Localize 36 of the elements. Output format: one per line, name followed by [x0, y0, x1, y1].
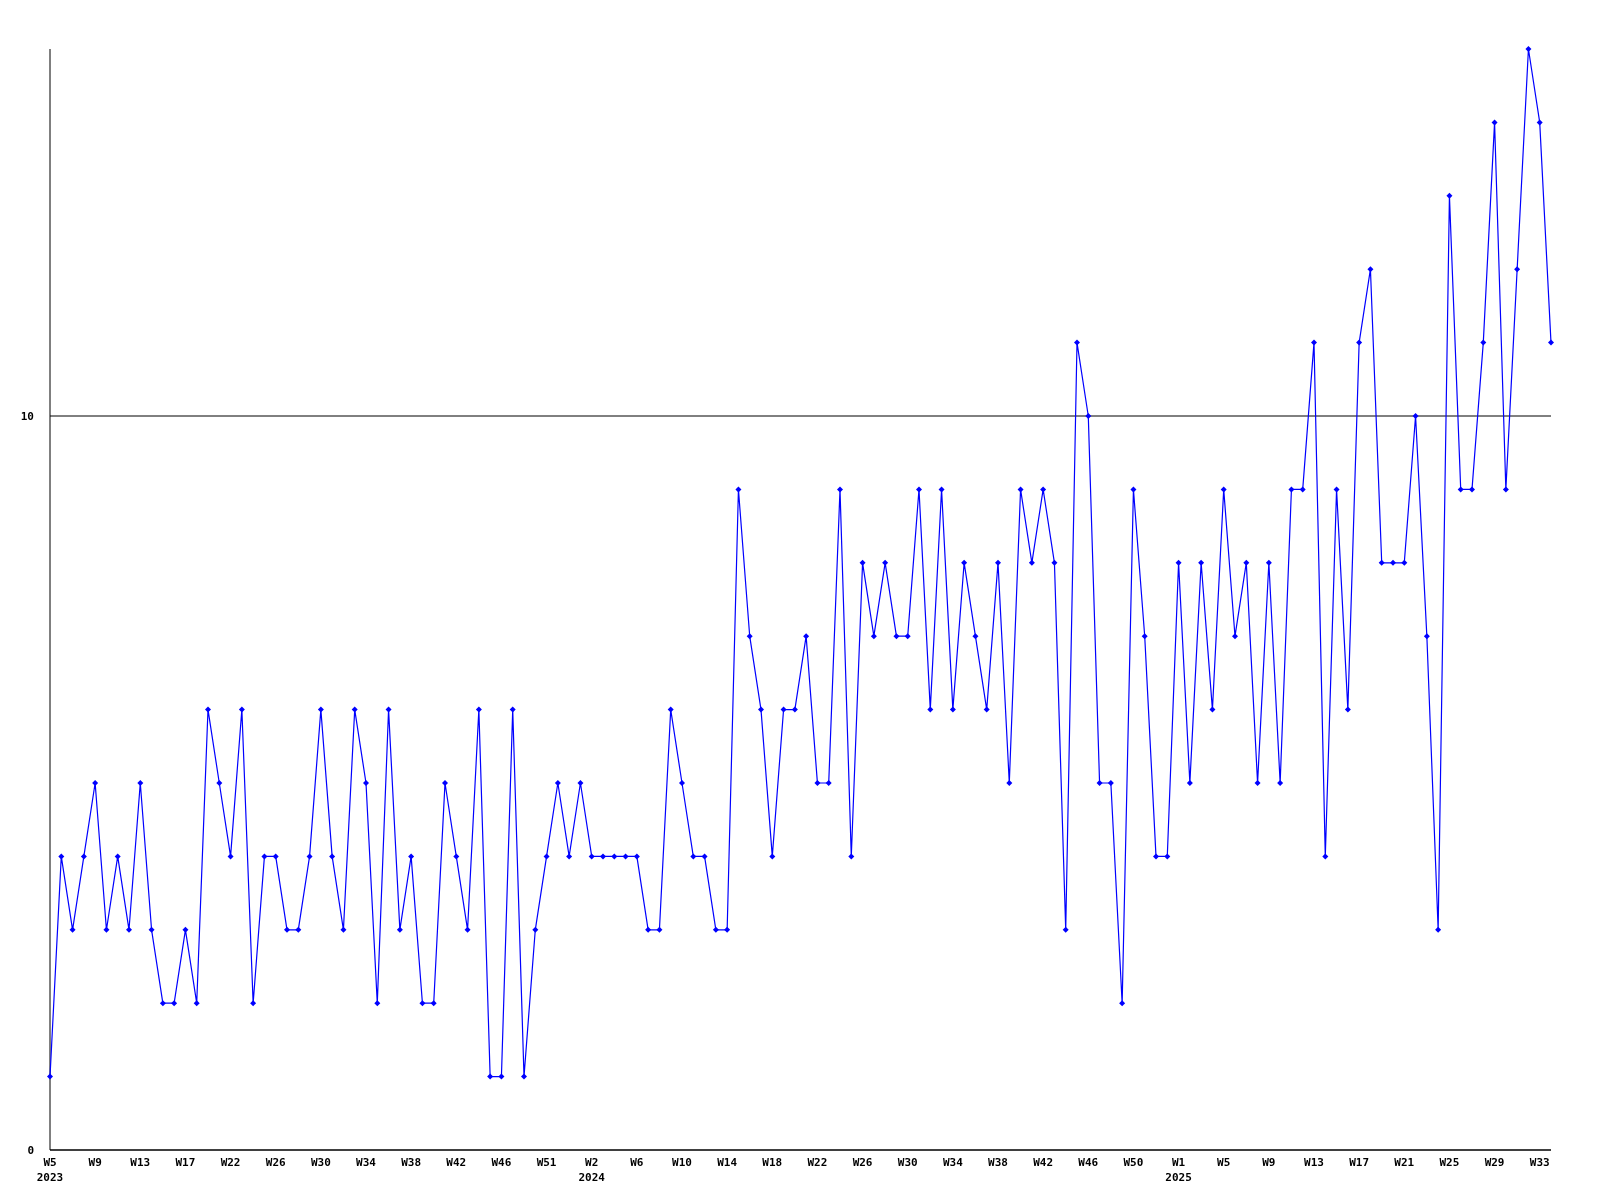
- x-tick-label: W30: [897, 1156, 918, 1169]
- x-tick-label: W50: [1123, 1156, 1144, 1169]
- x-tick-label: W51: [536, 1156, 557, 1169]
- x-tick-label: W21: [1394, 1156, 1415, 1169]
- x-tick-label: W17: [175, 1156, 196, 1169]
- x-tick-label: W10: [672, 1156, 692, 1169]
- x-tick-label: W13: [130, 1156, 151, 1169]
- x-tick-label: W34: [942, 1156, 964, 1169]
- x-tick-label: W26: [852, 1156, 873, 1169]
- x-tick-label: W42: [1033, 1156, 1054, 1169]
- x-tick-label: W46: [1078, 1156, 1099, 1169]
- x-tick-label: W38: [401, 1156, 422, 1169]
- x-tick-label: W33: [1529, 1156, 1550, 1169]
- x-tick-label: W22: [807, 1156, 828, 1169]
- x-tick-label: W14: [717, 1156, 738, 1169]
- x-tick-label: W29: [1484, 1156, 1505, 1169]
- x-tick-label: W18: [762, 1156, 783, 1169]
- y-tick-label: 0: [27, 1143, 34, 1157]
- x-tick-label: W9: [1262, 1156, 1276, 1169]
- x-tick-label: W30: [310, 1156, 331, 1169]
- x-tick-label: W46: [491, 1156, 512, 1169]
- y-tick-label: 10: [20, 409, 34, 423]
- x-tick-label: W26: [265, 1156, 287, 1169]
- x-tick-label: W9: [88, 1156, 102, 1169]
- x-tick-label: W6: [630, 1156, 644, 1169]
- x-tick-label: W22: [220, 1156, 241, 1169]
- x-tick-label: W13: [1304, 1156, 1324, 1169]
- x-tick-label: W5 2023: [36, 1156, 64, 1184]
- x-tick-label: W34: [356, 1156, 377, 1169]
- x-tick-label: W5: [1217, 1156, 1231, 1169]
- x-tick-label: W17: [1349, 1156, 1370, 1169]
- x-tick-label: W42: [446, 1156, 467, 1169]
- x-tick-label: W25: [1439, 1156, 1460, 1169]
- x-tick-label: W38: [988, 1156, 1008, 1169]
- x-tick-label: W1 2025: [1165, 1156, 1192, 1184]
- x-tick-label: W2 2024: [578, 1156, 606, 1184]
